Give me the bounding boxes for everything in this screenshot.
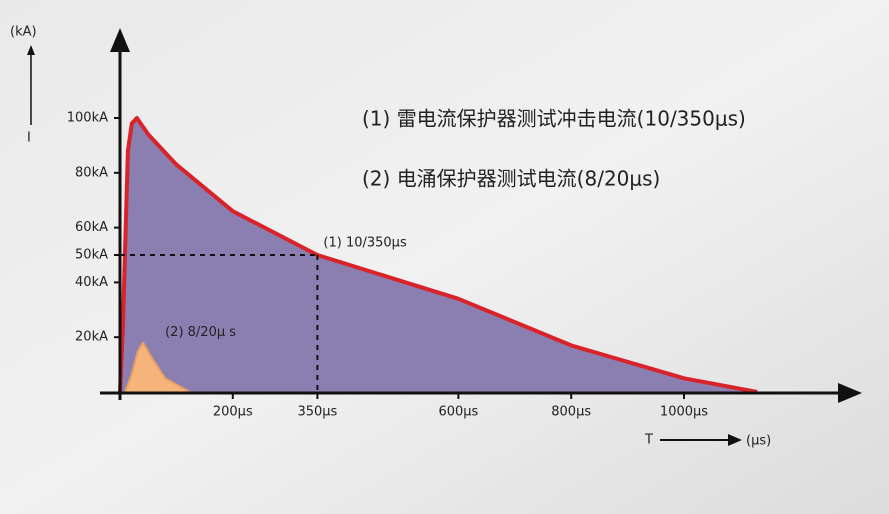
- y-label-arrowhead: [27, 45, 35, 55]
- y-tick-label: 80kA: [75, 165, 108, 180]
- x-tick-label: 200μs: [213, 405, 253, 420]
- y-tick-label: 20kA: [75, 330, 108, 345]
- y-tick-label: 60kA: [75, 220, 108, 235]
- plot: [118, 116, 758, 394]
- legend-line: (2) 电涌保护器测试电流(8/20μs): [362, 167, 660, 191]
- area: [120, 118, 758, 392]
- line: [124, 341, 191, 393]
- x-tick-label: 350μs: [297, 405, 337, 420]
- x-arrow: [838, 383, 862, 403]
- x-label-arrowhead: [728, 434, 742, 446]
- series-label: (1) 10/350μs: [323, 236, 407, 251]
- y-symbol: I: [27, 131, 31, 146]
- y-label: (kA): [10, 25, 37, 40]
- x-tick-label: 1000μs: [660, 405, 708, 420]
- x-symbol: T: [644, 433, 653, 448]
- x-tick-label: 800μs: [551, 405, 591, 420]
- series-label: (2) 8/20μ s: [165, 325, 236, 340]
- y-tick-label: 100kA: [67, 111, 108, 126]
- x-tick-label: 600μs: [438, 405, 478, 420]
- x-label: (μs): [746, 434, 771, 449]
- line: [118, 116, 758, 394]
- legend-line: (1) 雷电流保护器测试冲击电流(10/350μs): [362, 107, 746, 131]
- y-tick-label: 40kA: [75, 275, 108, 290]
- y-tick-label: 50kA: [75, 248, 108, 263]
- y-arrow: [110, 28, 130, 52]
